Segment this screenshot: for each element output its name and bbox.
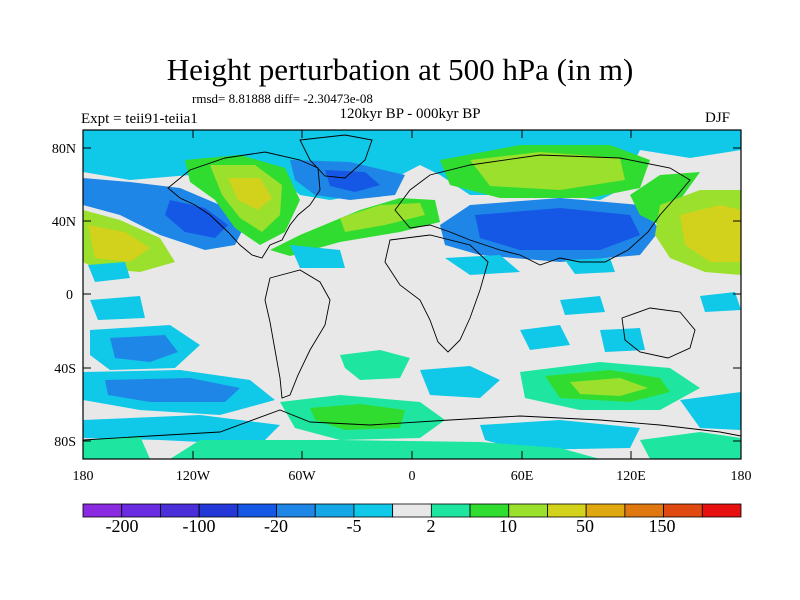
colorbar-label: 150: [649, 516, 676, 536]
greenland-outline: [299, 134, 373, 179]
sh-west-green: [83, 436, 150, 459]
x-tick-label: 60W: [288, 469, 316, 484]
atlantic-low-core: [325, 170, 380, 192]
x-tick-label: 120E: [616, 469, 646, 484]
experiment-label: Expt = teii91-teiia1: [81, 111, 198, 127]
trop-patch-7: [90, 296, 145, 320]
period-label: 120kyr BP - 000kyr BP: [339, 106, 481, 122]
antarctica-outline: [83, 409, 741, 441]
canada-high-core: [228, 178, 272, 210]
sh-tasman-low: [680, 392, 741, 430]
siberia-high-core: [470, 152, 625, 190]
x-tick-label: 180: [73, 469, 94, 484]
colorbar-label: 10: [499, 516, 517, 536]
trop-patch-5: [560, 296, 605, 315]
x-tick-label: 120W: [176, 469, 211, 484]
y-tick-label: 80N: [52, 142, 76, 157]
antarctic-south-green: [170, 440, 600, 459]
europe-band-core: [340, 203, 425, 232]
colorbar-label: 2: [427, 516, 436, 536]
colorbar: [82, 503, 742, 518]
colorbar-label: -200: [106, 516, 139, 536]
asia-low-core: [475, 208, 640, 250]
y-tick-label: 80S: [54, 435, 76, 450]
africa-outline: [384, 234, 489, 353]
colorbar-label: -5: [347, 516, 362, 536]
coastlines: [83, 134, 741, 441]
y-tick-label: 40S: [54, 362, 76, 377]
nw-pacific-high-core: [680, 205, 741, 262]
trop-patch-3: [445, 255, 520, 275]
north-america-outline: [167, 151, 321, 259]
sh-indian-patch: [520, 325, 570, 350]
ne-asia-strip: [630, 172, 700, 225]
chart-title: Height perturbation at 500 hPa (in m): [166, 52, 634, 87]
x-ticks: [82, 130, 742, 459]
sh-mid-low-core: [105, 378, 240, 402]
antarctic-south-low: [480, 420, 640, 450]
trop-patch-6: [700, 292, 741, 312]
x-tick-label: 180: [731, 469, 752, 484]
australia-outline: [621, 307, 696, 359]
stats-label: rmsd= 8.81888 diff= -2.30473e-08: [192, 91, 373, 106]
y-tick-label: 40N: [52, 215, 76, 230]
antarctic-east-green: [640, 432, 741, 459]
trop-patch-2: [290, 245, 345, 268]
eurasia-outline: [394, 154, 691, 266]
colorbar-label: -20: [264, 516, 288, 536]
colorbar-label: 50: [576, 516, 594, 536]
colorbar-label: -100: [183, 516, 216, 536]
x-tick-label: 60E: [511, 469, 534, 484]
sh-indian-high-core: [570, 378, 648, 396]
sh-mid-low-2: [420, 366, 500, 398]
pacific-high-core: [88, 225, 150, 262]
sh-indian-patch-2: [600, 328, 645, 352]
trop-patch-1: [88, 262, 130, 282]
colorbar-swatch: [701, 503, 742, 518]
south-america-outline: [264, 269, 331, 399]
x-tick-label: 0: [409, 469, 416, 484]
sh-atlantic-high: [340, 350, 410, 380]
y-tick-label: 0: [66, 288, 73, 303]
season-label: DJF: [705, 110, 731, 126]
pacific-low-core: [165, 200, 228, 238]
y-ticks: [83, 147, 741, 442]
sh-pacific-low-core: [110, 335, 178, 362]
colorbar-swatch: [430, 503, 471, 518]
